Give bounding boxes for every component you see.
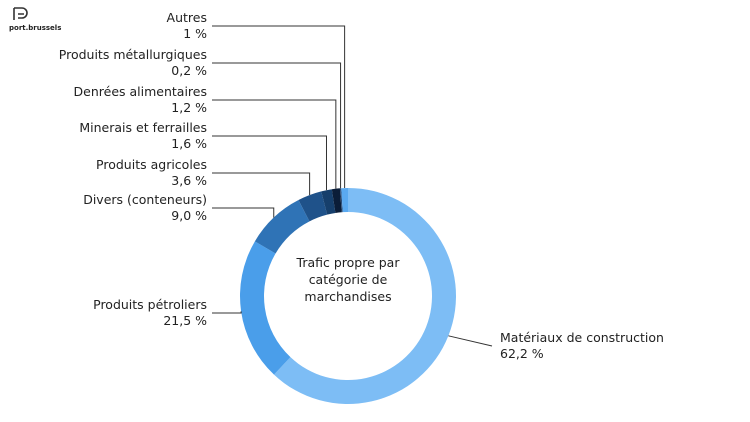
leader-line: [448, 335, 493, 347]
slice-label: Produits pétroliers: [93, 297, 207, 312]
leader-line: [212, 172, 311, 196]
leader-line: [212, 135, 327, 191]
slice-label: Divers (conteneurs): [83, 192, 207, 207]
leader-line: [212, 62, 342, 189]
leader-line: [212, 99, 337, 189]
slice-value: 3,6 %: [171, 173, 207, 188]
slice-label: Denrées alimentaires: [74, 84, 207, 99]
logo-icon: [13, 7, 28, 20]
slice-label: Produits agricoles: [96, 157, 207, 172]
donut-slice: [341, 188, 348, 213]
logo: port.brussels: [9, 7, 61, 32]
slice-value: 0,2 %: [171, 63, 207, 78]
slice-value: 9,0 %: [171, 208, 207, 223]
donut-slice: [321, 189, 336, 215]
center-label: marchandises: [304, 289, 391, 304]
slice-value: 62,2 %: [500, 346, 544, 361]
slice-label: Matériaux de construction: [500, 330, 664, 345]
leader-line: [212, 311, 242, 314]
donut-slice: [240, 241, 291, 375]
donut-slice: [254, 200, 310, 254]
leader-line: [212, 25, 346, 189]
slice-value: 1 %: [183, 26, 207, 41]
slice-value: 1,6 %: [171, 136, 207, 151]
donut-slice: [273, 188, 457, 405]
slice-label: Produits métallurgiques: [59, 47, 207, 62]
leader-line: [212, 207, 275, 218]
slice-label: Minerais et ferrailles: [79, 120, 207, 135]
slice-label: Autres: [167, 10, 207, 25]
slice-value: 21,5 %: [163, 313, 207, 328]
logo-text: port.brussels: [9, 24, 61, 32]
donut-slice: [331, 188, 342, 213]
slice-value: 1,2 %: [171, 100, 207, 115]
donut-slice: [298, 191, 328, 222]
center-label: Trafic propre par: [296, 255, 401, 270]
donut-slice: [339, 188, 343, 213]
center-label: catégorie de: [309, 272, 388, 287]
